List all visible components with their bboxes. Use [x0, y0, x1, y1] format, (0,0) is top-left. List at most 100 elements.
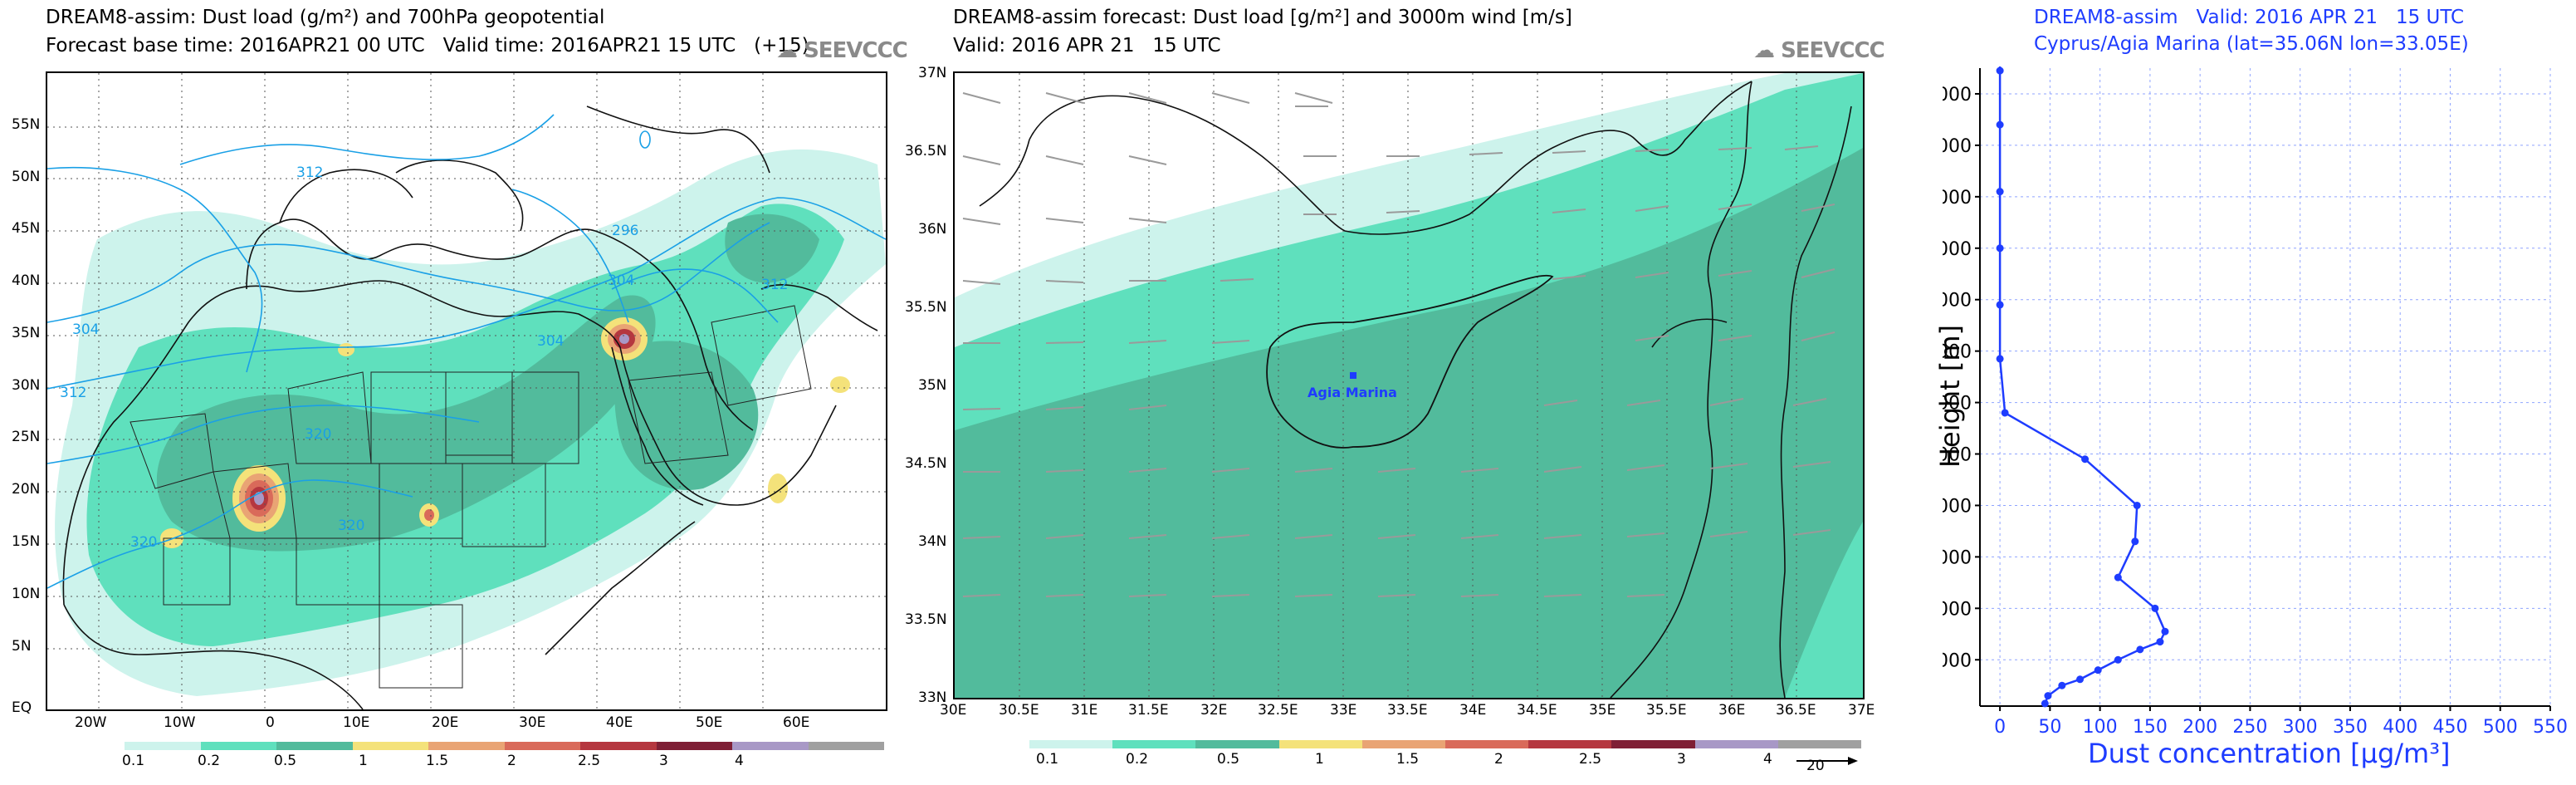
lon-label: 35E — [1589, 702, 1616, 719]
lon-label: 30E — [519, 714, 546, 731]
profile-point — [1996, 244, 2004, 253]
x-tick-label: 250 — [2232, 717, 2267, 738]
colorbar-segment — [1694, 740, 1778, 748]
panel1-title-line2: Forecast base time: 2016APR21 00 UTC Val… — [46, 35, 809, 56]
lat-label: 20N — [12, 481, 41, 498]
lat-label: 40N — [12, 272, 41, 289]
profile-point — [1996, 188, 2004, 196]
panel1-logo: ☁ SEEVCCC — [776, 38, 908, 63]
colorbar-segment — [352, 742, 428, 750]
colorbar-label: 0.2 — [1126, 751, 1149, 768]
profile-point — [2133, 501, 2141, 509]
contour-label: 304 — [72, 321, 99, 338]
lon-label: 40E — [606, 714, 633, 731]
colorbar-segment — [200, 742, 276, 750]
lon-label: 35.5E — [1646, 702, 1687, 719]
dust-hotspot-small-5 — [830, 376, 850, 393]
contour-label: 296 — [612, 223, 638, 239]
colorbar-label: 1.5 — [426, 753, 449, 769]
profile-point — [2094, 666, 2102, 675]
profile-point — [2151, 604, 2159, 612]
cloud-icon: ☁ — [776, 38, 798, 63]
contour-label: 304 — [608, 272, 634, 289]
dust-band-green-corner — [1785, 522, 1863, 698]
lat-label: 36N — [918, 221, 947, 238]
x-tick-label: 50 — [2038, 717, 2061, 738]
lat-label: 45N — [12, 220, 41, 237]
profile-point — [2041, 699, 2049, 708]
dust-area-dark-iran — [725, 213, 819, 283]
colorbar-label: 0.1 — [1036, 751, 1059, 768]
cyprus-island — [1266, 274, 1554, 449]
lon-label: 32.5E — [1258, 702, 1298, 719]
colorbar-segment — [580, 742, 657, 750]
x-tick-label: 300 — [2283, 717, 2318, 738]
colorbar-label: 1 — [359, 753, 368, 769]
colorbar-label: 2 — [507, 753, 516, 769]
colorbar-segment — [1611, 740, 1695, 748]
lon-label: 30E — [940, 702, 967, 719]
lon-label: 36.5E — [1776, 702, 1816, 719]
lat-label: 30N — [12, 377, 41, 394]
y-tick-label: 11000 — [1943, 136, 1972, 157]
dust-band-dark — [955, 148, 1863, 698]
y-tick-label: 4000 — [1943, 496, 1972, 517]
y-tick-label: 6000 — [1943, 394, 1972, 415]
colorbar-segment — [428, 742, 505, 750]
panel1-contours — [47, 114, 886, 589]
panel1-logo-text: SEEVCCC — [804, 38, 908, 63]
profile-point — [1996, 66, 2004, 75]
colorbar-segment — [1777, 740, 1862, 748]
profile-point — [2161, 627, 2169, 635]
panel1-colorbar — [125, 742, 884, 750]
lon-label: 10W — [164, 714, 196, 731]
colorbar-segment — [1278, 740, 1362, 748]
lat-label: 34N — [918, 533, 947, 550]
profile-point — [2076, 675, 2085, 684]
colorbar-label: 4 — [735, 753, 744, 769]
x-tick-label: 450 — [2432, 717, 2467, 738]
lat-label: 37N — [918, 65, 947, 81]
contour-label: 320 — [305, 426, 331, 443]
lon-label: 30.5E — [999, 702, 1039, 719]
contour-label: 312 — [761, 277, 788, 293]
lat-label: 35N — [918, 377, 947, 394]
y-tick-label: 10000 — [1943, 188, 1972, 209]
lat-label: 15N — [12, 533, 41, 550]
lon-label: 33.5E — [1387, 702, 1428, 719]
x-tick-label: 100 — [2083, 717, 2118, 738]
lon-label: 60E — [783, 714, 810, 731]
lat-label: 10N — [12, 586, 41, 602]
panel1-contour-labels: 312 304 296 304 312 304 312 320 320 320 — [60, 164, 788, 551]
panel1-title-line1: DREAM8-assim: Dust load (g/m²) and 700hP… — [46, 7, 605, 28]
profile-line — [1998, 66, 2167, 704]
y-tick-label: 8000 — [1943, 291, 1972, 312]
dust-hotspot-syria-4 — [619, 334, 629, 344]
colorbar-segment — [125, 742, 201, 750]
lon-label: 33E — [1330, 702, 1357, 719]
lon-label: 20W — [75, 714, 107, 731]
colorbar-segment — [656, 742, 732, 750]
panel3-title-line2: Cyprus/Agia Marina (lat=35.06N lon=33.05… — [2034, 33, 2469, 55]
x-tick-label: 550 — [2533, 717, 2568, 738]
lon-label: 31E — [1071, 702, 1098, 719]
lat-label: 5N — [12, 638, 32, 655]
lon-label: 37E — [1848, 702, 1875, 719]
x-tick-label: 350 — [2333, 717, 2368, 738]
colorbar-label: 2.5 — [578, 753, 601, 769]
dust-hotspot-small-4 — [768, 473, 788, 503]
contour-label: 312 — [296, 164, 323, 181]
colorbar-segment — [1112, 740, 1196, 748]
colorbar-label: 0.2 — [198, 753, 221, 769]
profile-point — [2044, 692, 2052, 700]
colorbar-label: 1 — [1315, 751, 1324, 768]
colorbar-segment — [276, 742, 353, 750]
dust-hotspot-small-1 — [338, 343, 354, 356]
contour-label: 304 — [537, 333, 564, 350]
panel2-logo-text: SEEVCCC — [1781, 38, 1885, 63]
panel1-grid — [47, 73, 886, 709]
panel1-map: 312 304 296 304 312 304 312 320 320 320 — [46, 71, 887, 711]
colorbar-segment — [1029, 740, 1113, 748]
panel2-coastlines — [979, 81, 1852, 698]
colorbar-label: 2 — [1494, 751, 1503, 768]
